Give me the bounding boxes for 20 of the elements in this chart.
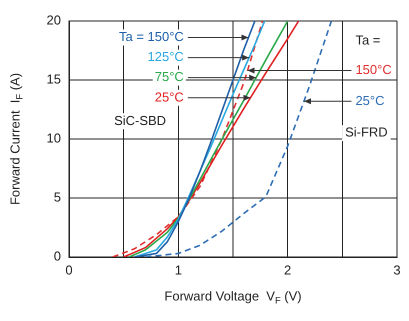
y-tick-label: 10 (46, 130, 61, 146)
x-tick-label: 2 (284, 262, 292, 278)
y-tick-label: 20 (46, 12, 61, 28)
y-tick-label: 5 (54, 190, 61, 205)
annotation: Si-FRD (345, 124, 388, 140)
annotation: Ta = (355, 32, 380, 48)
x-tick-label: 3 (393, 262, 401, 278)
text: 150°C (355, 62, 392, 78)
text: 75°C (154, 69, 184, 84)
annotation: SiC-SBD (114, 112, 166, 128)
x-tick-label: 0 (65, 262, 73, 278)
text: 125°C (148, 49, 184, 64)
x-tick-label: 1 (174, 262, 182, 278)
text: 25°C (154, 89, 184, 104)
y-axis-title: Forward Current IF (A) (8, 72, 24, 206)
text: 25°C (355, 92, 384, 108)
y-tick-label: 15 (46, 72, 61, 87)
text: Ta = 150°C (118, 29, 184, 44)
line-series (112, 21, 264, 257)
y-tick-label: 0 (54, 248, 61, 264)
